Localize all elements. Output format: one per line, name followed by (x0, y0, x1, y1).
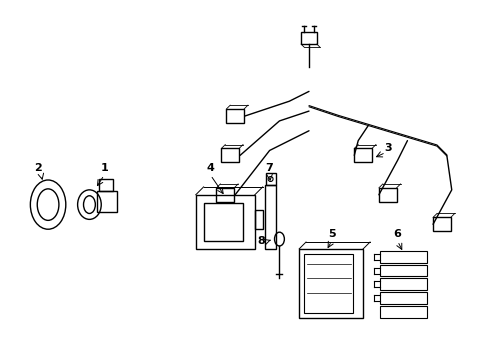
Text: 7: 7 (265, 163, 273, 173)
Bar (379, 251, 426, 263)
Bar (304, 254, 352, 313)
Bar (432, 217, 450, 231)
Bar (216, 188, 234, 202)
Text: 3: 3 (383, 144, 391, 153)
Bar (99, 179, 113, 191)
Bar (203, 203, 243, 241)
Text: 2: 2 (34, 163, 42, 173)
Bar (221, 148, 239, 162)
Bar (379, 265, 426, 276)
Bar (265, 173, 275, 185)
Bar (195, 195, 254, 249)
Text: 5: 5 (327, 229, 335, 239)
Bar (301, 32, 316, 44)
Bar (226, 109, 244, 123)
Text: 6: 6 (393, 229, 401, 239)
Text: 4: 4 (206, 163, 214, 173)
Bar (379, 306, 426, 318)
Text: 1: 1 (100, 163, 108, 173)
Bar (254, 210, 262, 229)
Bar (378, 188, 396, 202)
Text: 8: 8 (257, 236, 265, 246)
Bar (353, 148, 371, 162)
Bar (379, 278, 426, 290)
Bar (379, 292, 426, 304)
Bar (97, 191, 117, 212)
Bar (299, 249, 363, 318)
Bar (264, 185, 276, 249)
